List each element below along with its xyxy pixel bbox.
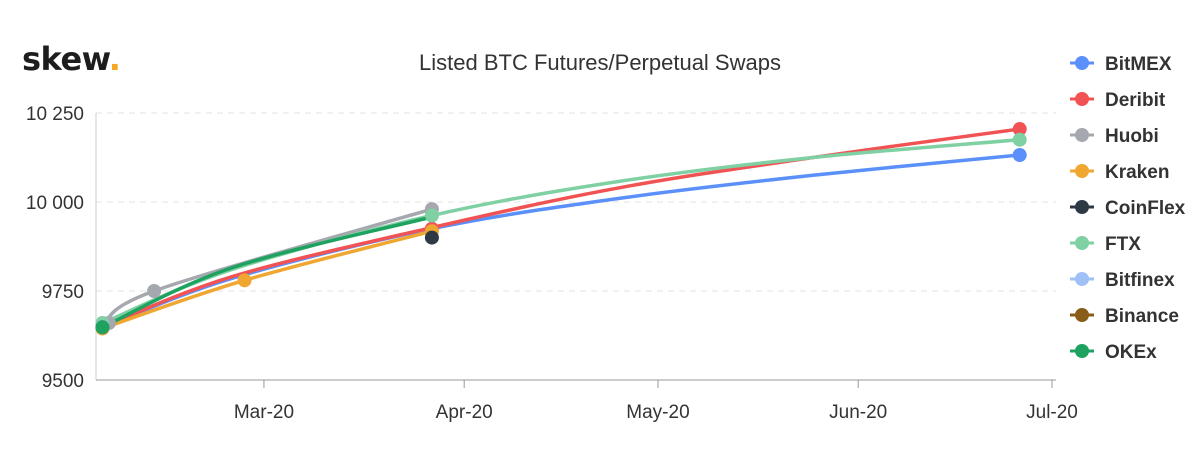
legend-item-deribit[interactable]: Deribit — [1070, 90, 1166, 111]
data-point-huobi — [147, 284, 162, 298]
legend-label-bitfinex: Bitfinex — [1105, 270, 1175, 291]
series-line-bitmex — [100, 153, 1022, 330]
brand-name: skew — [22, 40, 109, 78]
legend-marker-bitfinex — [1075, 272, 1089, 286]
data-point-ftx — [424, 208, 439, 223]
legend-item-ftx[interactable]: FTX — [1070, 234, 1141, 255]
data-point-deribit — [1012, 122, 1027, 137]
axes: 9500 9750 10 000 10 250 Mar-20 Apr-20 May-20 Ju… — [26, 104, 1078, 423]
legend-label-ftx: FTX — [1105, 234, 1141, 255]
y-tick-label: 10 000 — [26, 193, 84, 214]
x-tick-label: Jun-20 — [829, 402, 887, 423]
x-tick-label: Mar-20 — [234, 402, 294, 423]
series-line-deribit — [100, 127, 1022, 330]
legend-marker-deribit — [1075, 92, 1089, 106]
chart-title: Listed BTC Futures/Perpetual Swaps — [0, 50, 1200, 76]
legend-item-kraken[interactable]: Kraken — [1070, 162, 1169, 183]
y-tick-label: 9750 — [42, 282, 84, 303]
legend-marker-ftx — [1075, 236, 1089, 250]
y-tick-label: 10 250 — [26, 104, 84, 125]
data-point-ftx — [1012, 132, 1027, 147]
skew-logo: skew. — [22, 40, 121, 78]
y-tick-label: 9500 — [42, 371, 84, 392]
series-lines — [100, 127, 1022, 331]
legend-label-huobi: Huobi — [1105, 126, 1159, 147]
series-markers — [95, 122, 1027, 336]
legend-item-bitmex[interactable]: BitMEX — [1070, 54, 1172, 75]
series-line-okex — [100, 215, 434, 330]
chart-title-text: Listed BTC Futures/Perpetual Swaps — [419, 50, 781, 75]
legend-marker-okex — [1075, 344, 1089, 358]
brand-dot: . — [108, 40, 121, 78]
x-tick-label: May-20 — [626, 402, 689, 423]
data-point-okex — [95, 320, 110, 335]
legend-label-binance: Binance — [1105, 306, 1179, 327]
grid-lines — [96, 112, 1056, 292]
legend-item-okex[interactable]: OKEx — [1070, 342, 1157, 363]
legend-marker-binance — [1075, 308, 1089, 322]
legend-label-deribit: Deribit — [1105, 90, 1166, 111]
legend[interactable]: BitMEX Deribit Huobi Kraken CoinFlex FTX Bitfi… — [1070, 54, 1186, 363]
x-tick-label: Jul-20 — [1026, 402, 1078, 423]
legend-marker-coinflex — [1075, 200, 1089, 214]
data-point-kraken — [237, 273, 252, 288]
legend-marker-bitmex — [1075, 56, 1089, 70]
series-line-kraken — [100, 229, 434, 331]
data-point-bitmex — [1012, 148, 1027, 163]
legend-item-binance[interactable]: Binance — [1070, 306, 1179, 327]
legend-item-coinflex[interactable]: CoinFlex — [1070, 198, 1186, 219]
x-tick-label: Apr-20 — [436, 402, 493, 423]
legend-item-bitfinex[interactable]: Bitfinex — [1070, 270, 1175, 291]
legend-item-huobi[interactable]: Huobi — [1070, 126, 1159, 147]
legend-marker-huobi — [1075, 128, 1089, 142]
legend-label-bitmex: BitMEX — [1105, 54, 1172, 75]
data-point-coinflex — [424, 230, 439, 245]
legend-label-coinflex: CoinFlex — [1105, 198, 1186, 219]
legend-marker-kraken — [1075, 164, 1089, 178]
legend-label-okex: OKEx — [1105, 342, 1157, 363]
legend-label-kraken: Kraken — [1105, 162, 1169, 183]
